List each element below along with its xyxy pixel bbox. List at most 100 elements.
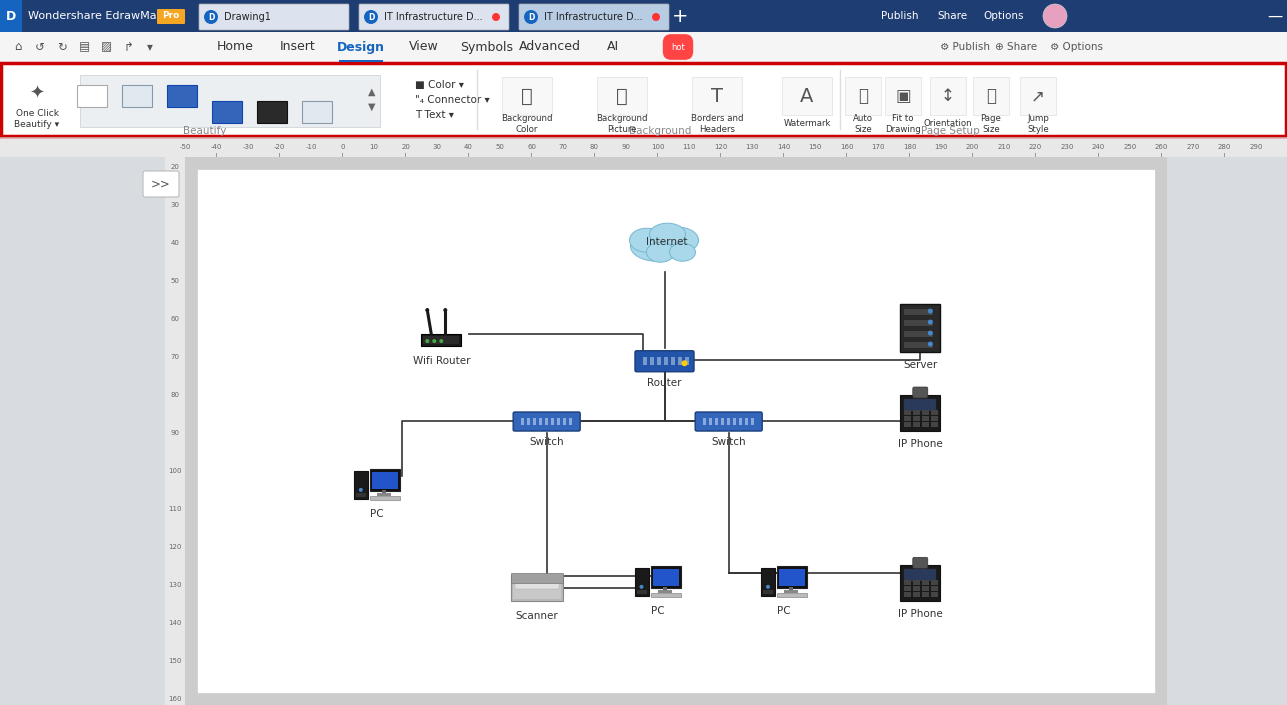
Text: -10: -10	[305, 144, 317, 150]
Text: ▣: ▣	[896, 87, 911, 105]
Bar	[923, 410, 929, 415]
FancyBboxPatch shape	[157, 9, 185, 24]
Text: Auto
Size: Auto Size	[853, 114, 873, 134]
Ellipse shape	[650, 223, 686, 245]
Text: ↕: ↕	[941, 87, 955, 105]
Bar	[727, 417, 730, 424]
Text: 110: 110	[682, 144, 696, 150]
Circle shape	[443, 308, 448, 312]
Text: 250: 250	[1124, 144, 1136, 150]
Text: 🎨: 🎨	[521, 87, 533, 106]
Text: 60: 60	[526, 144, 535, 150]
Text: -50: -50	[179, 144, 190, 150]
Text: 180: 180	[902, 144, 916, 150]
Bar	[369, 469, 400, 491]
Circle shape	[928, 309, 933, 314]
Bar	[914, 410, 920, 415]
Bar	[539, 417, 542, 424]
Text: 130: 130	[169, 582, 181, 588]
Bar	[761, 568, 775, 596]
Text: AI: AI	[607, 40, 619, 54]
Bar	[931, 77, 967, 115]
Bar	[77, 85, 107, 107]
Text: Drawing1: Drawing1	[224, 12, 270, 22]
Bar	[355, 493, 366, 497]
Bar	[777, 566, 807, 588]
Text: 120: 120	[169, 544, 181, 550]
Text: IP Phone: IP Phone	[898, 439, 942, 448]
Text: +: +	[672, 6, 689, 25]
Circle shape	[928, 331, 933, 336]
Bar	[382, 490, 386, 493]
Bar	[846, 77, 882, 115]
Text: 30: 30	[432, 144, 441, 150]
Bar	[1167, 157, 1287, 705]
Bar	[914, 592, 920, 597]
Text: Wondershare EdrawMax: Wondershare EdrawMax	[28, 11, 163, 21]
Text: Scanner: Scanner	[516, 611, 559, 621]
Text: 210: 210	[997, 144, 1010, 150]
Text: Insert: Insert	[281, 40, 315, 54]
Bar	[903, 308, 933, 315]
Bar	[642, 357, 646, 365]
Text: Switch: Switch	[712, 436, 746, 446]
FancyBboxPatch shape	[359, 4, 508, 30]
Text: IP Phone: IP Phone	[898, 609, 942, 619]
Text: IT Infrastructure D...: IT Infrastructure D...	[384, 12, 483, 22]
Text: 170: 170	[871, 144, 884, 150]
Text: ⚙ Options: ⚙ Options	[1050, 42, 1103, 52]
Bar	[167, 85, 197, 107]
Bar	[377, 493, 391, 496]
Bar	[905, 410, 911, 415]
Bar	[526, 417, 530, 424]
Bar	[197, 169, 1154, 693]
Circle shape	[425, 308, 430, 312]
Text: View: View	[409, 40, 439, 54]
Text: Jump
Style: Jump Style	[1027, 114, 1049, 134]
Text: 50: 50	[171, 278, 179, 284]
Text: One Click
Beautify ▾: One Click Beautify ▾	[14, 109, 59, 129]
Text: D: D	[207, 13, 214, 21]
Bar	[122, 85, 152, 107]
Text: ▼: ▼	[368, 102, 376, 112]
Bar	[185, 157, 1167, 705]
Text: "₄ Connector ▾: "₄ Connector ▾	[414, 95, 490, 105]
Bar	[750, 417, 754, 424]
Text: Internet: Internet	[646, 237, 687, 247]
Text: -20: -20	[274, 144, 286, 150]
Bar	[905, 587, 911, 591]
Bar	[932, 410, 938, 415]
Text: Design: Design	[337, 40, 385, 54]
Ellipse shape	[659, 227, 699, 253]
Text: D: D	[528, 13, 534, 21]
Text: 📋: 📋	[986, 87, 996, 105]
Text: 260: 260	[1154, 144, 1169, 150]
Bar	[721, 417, 725, 424]
Text: 190: 190	[934, 144, 947, 150]
Text: 100: 100	[651, 144, 664, 150]
Bar	[0, 0, 22, 32]
Text: ⚙ Publish: ⚙ Publish	[940, 42, 990, 52]
Text: Share: Share	[937, 11, 967, 21]
Bar	[521, 417, 524, 424]
Text: 160: 160	[169, 696, 181, 702]
Bar	[782, 77, 831, 115]
Text: IT Infrastructure D...: IT Infrastructure D...	[544, 12, 642, 22]
FancyBboxPatch shape	[199, 4, 349, 30]
Circle shape	[425, 339, 430, 343]
Text: 160: 160	[839, 144, 853, 150]
Bar	[544, 417, 548, 424]
Text: Background
Color: Background Color	[501, 114, 552, 134]
Bar	[901, 304, 941, 352]
Text: A: A	[801, 87, 813, 106]
Bar	[903, 341, 933, 348]
Bar	[903, 330, 933, 337]
Bar	[354, 471, 368, 499]
Bar	[903, 319, 933, 326]
Bar	[685, 357, 689, 365]
Text: T: T	[710, 87, 723, 106]
Bar	[923, 587, 929, 591]
Text: Advanced: Advanced	[519, 40, 580, 54]
Text: 110: 110	[169, 506, 181, 512]
Text: 290: 290	[1250, 144, 1263, 150]
